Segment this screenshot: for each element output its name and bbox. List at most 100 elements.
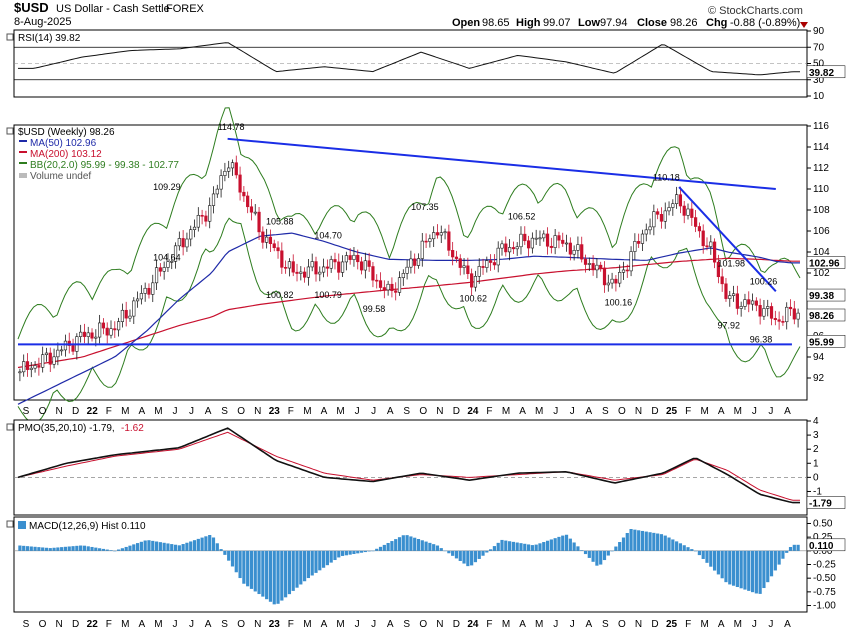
macd-hist-bar bbox=[378, 546, 383, 551]
candle-down bbox=[451, 250, 455, 258]
candle-up bbox=[211, 193, 216, 206]
macd-hist-bar bbox=[466, 550, 470, 567]
macd-hist-bar bbox=[788, 547, 793, 551]
macd-hist-bar bbox=[18, 545, 22, 551]
rsi-axis-tick-label: 10 bbox=[813, 91, 825, 102]
macd-hist-bar bbox=[728, 550, 732, 585]
macd-axis-tick-label: 0.00 bbox=[813, 546, 833, 557]
pmo-axis-tick-label: 1 bbox=[813, 458, 819, 469]
close-label: Close bbox=[637, 17, 667, 29]
rsi-axis-tick-label: 70 bbox=[813, 42, 825, 53]
candle-down bbox=[454, 256, 459, 259]
macd-hist-bar bbox=[363, 550, 367, 553]
x-axis-label: 22 bbox=[87, 619, 99, 630]
macd-hist-bar bbox=[735, 550, 739, 588]
panel-toggle-icon[interactable] bbox=[6, 520, 14, 528]
macd-axis-tick-label: -1.00 bbox=[813, 601, 836, 612]
candle-up bbox=[223, 170, 227, 176]
candle-up bbox=[60, 349, 64, 352]
candle-up bbox=[18, 371, 22, 374]
macd-hist-bar bbox=[413, 537, 417, 551]
candle-up bbox=[534, 237, 538, 240]
price-annotation: 107.35 bbox=[411, 202, 439, 212]
candle-up bbox=[352, 254, 356, 260]
candle-down bbox=[678, 194, 683, 207]
candle-up bbox=[671, 203, 675, 208]
candle-down bbox=[25, 361, 30, 370]
macd-hist-bar bbox=[656, 533, 660, 551]
candle-up bbox=[189, 229, 193, 240]
pmo-line bbox=[17, 427, 800, 504]
candle-up bbox=[154, 267, 159, 284]
candle-up bbox=[485, 260, 489, 268]
macd-hist-bar bbox=[48, 548, 52, 551]
x-axis-label: J bbox=[752, 406, 757, 417]
macd-hist-bar bbox=[454, 550, 459, 559]
macd-hist-bar bbox=[675, 541, 679, 551]
volume-legend: Volume undef bbox=[30, 171, 91, 182]
candle-down bbox=[769, 306, 774, 319]
macd-value-box bbox=[806, 538, 846, 552]
macd-hist-bar bbox=[128, 545, 132, 551]
macd-hist-bar bbox=[246, 550, 250, 587]
price-annotation: 100.79 bbox=[314, 290, 342, 300]
candle-down bbox=[694, 217, 698, 227]
macd-hist-bar bbox=[709, 550, 713, 567]
macd-hist-bar bbox=[52, 547, 56, 551]
close-value-label: 98.26 bbox=[809, 311, 834, 322]
macd-hist-bar bbox=[712, 550, 717, 571]
x-axis-label: J bbox=[172, 619, 177, 630]
macd-hist-bar bbox=[716, 550, 720, 575]
down-arrow-icon bbox=[800, 22, 808, 28]
candle-down bbox=[242, 191, 246, 197]
macd-hist-bar bbox=[792, 544, 796, 551]
macd-hist-bar bbox=[105, 549, 109, 551]
ma50-value-label: 102.96 bbox=[809, 259, 840, 270]
bb-mid-value-label: 99.38 bbox=[809, 291, 834, 302]
x-axis-label: O bbox=[618, 406, 626, 417]
candle-up bbox=[192, 226, 197, 230]
price-annotation: 100.82 bbox=[266, 290, 294, 300]
macd-hist-bar bbox=[405, 535, 409, 551]
price-axis-tick-label: 106 bbox=[813, 226, 830, 237]
panel-toggle-icon[interactable] bbox=[6, 127, 14, 135]
macd-axis-tick-label: -0.75 bbox=[813, 587, 836, 598]
candle-up bbox=[86, 332, 90, 337]
macd-hist-bar bbox=[60, 547, 64, 551]
x-axis-label: F bbox=[288, 406, 294, 417]
macd-hist-bar bbox=[215, 543, 219, 551]
macd-hist-bar bbox=[192, 540, 197, 551]
ma200-swatch bbox=[19, 151, 27, 153]
candle-down bbox=[777, 319, 781, 322]
candle-down bbox=[200, 215, 204, 217]
candle-up bbox=[56, 349, 60, 358]
panel-toggle-icon[interactable] bbox=[6, 33, 14, 41]
macd-hist-bar bbox=[113, 550, 117, 552]
candle-down bbox=[659, 214, 664, 222]
rsi-line bbox=[18, 42, 800, 76]
candle-down bbox=[701, 230, 705, 247]
candle-up bbox=[98, 322, 102, 338]
high-value: 99.07 bbox=[543, 17, 571, 29]
chg-label: Chg bbox=[706, 17, 727, 29]
candle-up bbox=[33, 365, 37, 369]
ma50-value-box bbox=[806, 256, 846, 269]
pmo-axis-tick-label: 2 bbox=[813, 444, 819, 455]
candle-up bbox=[739, 306, 743, 309]
x-axis-label: D bbox=[453, 406, 460, 417]
candle-up bbox=[310, 261, 314, 268]
candle-up bbox=[644, 229, 648, 235]
macd-hist-bar bbox=[147, 540, 151, 551]
candle-up bbox=[79, 331, 83, 337]
macd-hist-bar bbox=[637, 530, 641, 551]
price-legend-title: $USD (Weekly) 98.26 bbox=[18, 127, 115, 138]
candle-up bbox=[633, 241, 637, 252]
x-axis-label: N bbox=[254, 619, 261, 630]
x-axis-label: A bbox=[387, 406, 394, 417]
panel-toggle-icon[interactable] bbox=[6, 423, 14, 431]
candle-down bbox=[291, 261, 295, 273]
candle-down bbox=[561, 239, 565, 244]
candle-down bbox=[314, 261, 318, 275]
macd-hist-bar bbox=[671, 539, 675, 551]
x-axis-label: J bbox=[553, 406, 558, 417]
